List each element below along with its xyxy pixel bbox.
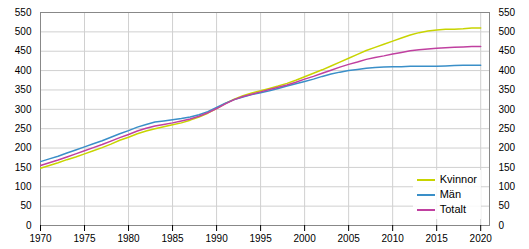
svg-text:1970: 1970 [29, 233, 52, 244]
svg-text:150: 150 [499, 162, 516, 173]
svg-text:150: 150 [15, 162, 32, 173]
svg-text:0: 0 [26, 220, 32, 231]
svg-text:1990: 1990 [205, 233, 228, 244]
svg-text:1985: 1985 [161, 233, 184, 244]
svg-text:450: 450 [499, 45, 516, 56]
svg-text:2020: 2020 [470, 233, 493, 244]
svg-text:550: 550 [15, 7, 32, 18]
svg-text:400: 400 [15, 65, 32, 76]
svg-text:50: 50 [20, 200, 32, 211]
svg-text:500: 500 [15, 26, 32, 37]
svg-text:350: 350 [499, 84, 516, 95]
svg-text:300: 300 [15, 104, 32, 115]
svg-text:2010: 2010 [382, 233, 405, 244]
svg-text:550: 550 [499, 7, 516, 18]
svg-text:1980: 1980 [117, 233, 140, 244]
svg-text:0: 0 [499, 220, 505, 231]
svg-text:100: 100 [15, 181, 32, 192]
svg-text:250: 250 [499, 123, 516, 134]
svg-text:400: 400 [499, 65, 516, 76]
svg-text:2000: 2000 [293, 233, 316, 244]
svg-text:500: 500 [499, 26, 516, 37]
svg-text:200: 200 [15, 142, 32, 153]
svg-text:2015: 2015 [426, 233, 449, 244]
svg-text:1995: 1995 [249, 233, 272, 244]
html-text:Totalt: Totalt [439, 203, 466, 215]
svg-text:200: 200 [499, 142, 516, 153]
svg-text:350: 350 [15, 84, 32, 95]
html-text:Kvinnor: Kvinnor [439, 173, 477, 185]
svg-text:300: 300 [499, 104, 516, 115]
svg-text:450: 450 [15, 45, 32, 56]
svg-text:2005: 2005 [338, 233, 361, 244]
html-text:Män: Män [439, 188, 462, 200]
svg-text:50: 50 [499, 200, 511, 211]
svg-text:250: 250 [15, 123, 32, 134]
svg-text:1975: 1975 [73, 233, 96, 244]
svg-text:100: 100 [499, 181, 516, 192]
